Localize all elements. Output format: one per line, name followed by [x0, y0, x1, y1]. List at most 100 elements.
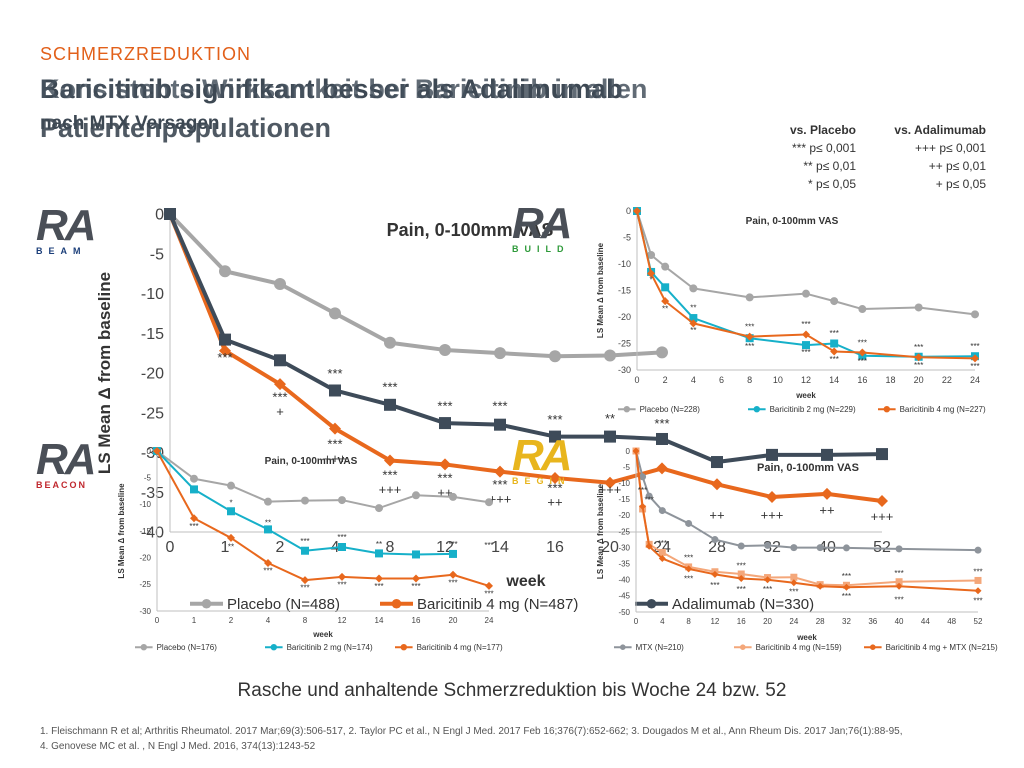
y-axis-label: LS Mean Δ from baseline	[95, 272, 114, 474]
data-point	[737, 570, 745, 578]
data-point	[412, 491, 420, 500]
data-point	[764, 576, 772, 584]
significance-marker: +++	[871, 509, 894, 524]
data-point	[685, 565, 693, 573]
x-tick-label: 1	[192, 616, 197, 625]
significance-marker: ***	[448, 578, 457, 587]
data-point	[745, 332, 754, 341]
reference-line: 4. Genovese MC et al. , N Engl J Med. 20…	[40, 741, 316, 752]
y-tick-label: -25	[618, 339, 631, 349]
data-point	[658, 548, 666, 556]
y-tick-label: -35	[141, 485, 164, 502]
x-tick-label: 24	[485, 616, 494, 625]
significance-marker: ***	[189, 522, 198, 531]
significance-marker: ***	[484, 541, 493, 550]
chart-begin: 0-5-10-15-20-25-30-35-40-45-500 4 8 12 16 20 2…	[596, 447, 998, 652]
x-tick-label: 14	[491, 539, 509, 556]
significance-placebo-head: vs. Placebo	[789, 123, 856, 137]
data-point	[876, 448, 888, 461]
significance-placebo-row: *** p≤ 0,001	[792, 141, 856, 155]
significance-marker: ***	[801, 320, 810, 329]
data-point	[329, 422, 341, 435]
x-tick-label: 16	[546, 539, 564, 556]
chart-beacon: 0-5-10-15-20-25-300 1 2 4 8 12 14 16 20 24weekLS …	[117, 447, 503, 652]
slide-title-overlay-b: Konsistente Wirksamkeit bei Baricitinib …	[40, 74, 648, 104]
logo-beacon-mark: RA	[36, 435, 97, 484]
significance-marker: ***	[894, 569, 903, 578]
data-point	[485, 581, 493, 590]
legend-swatch-marker	[140, 644, 147, 651]
y-tick-label: -45	[618, 592, 630, 601]
data-point	[227, 533, 235, 542]
data-point	[338, 543, 346, 551]
data-point	[439, 417, 451, 430]
legend-swatch-marker	[620, 644, 626, 650]
significance-marker: ***	[914, 343, 923, 352]
significance-placebo-row: ** p≤ 0,01	[803, 159, 856, 173]
significance-marker: ++	[819, 503, 834, 518]
legend-entry: MTX (N=210)	[636, 643, 685, 652]
significance-marker: ***	[745, 323, 754, 332]
significance-marker: **	[605, 411, 615, 426]
significance-marker: +	[276, 404, 284, 419]
slide-subtitle-overlay-b: Patientenpopulationen	[40, 113, 332, 143]
data-point	[895, 578, 903, 586]
significance-marker: ***	[492, 398, 507, 413]
significance-marker: ***	[300, 584, 309, 593]
significance-marker: ***	[763, 585, 772, 594]
data-point	[449, 549, 457, 558]
slide-title-overlay-a: Baricitinib signifikant besser als Adali…	[40, 74, 623, 104]
data-point	[745, 293, 754, 302]
x-axis-label: week	[795, 391, 816, 400]
x-tick-label: 12	[338, 616, 347, 625]
x-tick-label: 28	[708, 539, 726, 556]
data-point	[494, 347, 506, 360]
y-tick-label: -15	[141, 326, 164, 343]
significance-marker: **	[690, 304, 696, 313]
data-point	[858, 305, 867, 314]
x-tick-label: 8	[386, 539, 395, 556]
y-axis-label: LS Mean Δ from baseline	[596, 483, 605, 579]
significance-marker: ***	[858, 357, 867, 366]
significance-marker: ***	[337, 581, 346, 590]
y-tick-label: -15	[618, 286, 631, 296]
data-point	[639, 502, 647, 510]
x-tick-label: 28	[816, 617, 825, 626]
x-tick-label: 36	[868, 617, 877, 626]
x-tick-label: 12	[710, 617, 719, 626]
data-point	[549, 471, 561, 484]
data-point	[656, 462, 668, 475]
data-point	[661, 283, 670, 292]
data-point	[219, 344, 231, 357]
chart-build: 0-5-10-15-20-25-300 2 4 6 8 10 12 14 16 18 20 22 24w…	[596, 206, 986, 414]
data-point	[219, 265, 231, 278]
data-point	[375, 549, 383, 558]
data-point	[485, 498, 493, 507]
legend-entry: Baricitinib 2 mg (N=229)	[770, 405, 856, 414]
data-point	[384, 454, 396, 467]
data-point	[639, 473, 647, 481]
x-tick-label: 8	[303, 616, 308, 625]
data-point	[301, 576, 309, 585]
y-tick-label: -15	[139, 527, 151, 536]
significance-marker: **	[265, 519, 271, 528]
data-point	[449, 492, 457, 501]
x-tick-label: 8	[747, 375, 752, 385]
chart-title: Pain, 0-100mm VAS	[265, 456, 358, 467]
data-point	[274, 354, 286, 367]
data-point	[974, 576, 982, 584]
chart-title: Pain, 0-100mm VAS	[746, 216, 839, 227]
y-tick-label: -5	[623, 233, 631, 243]
significance-marker: ***	[382, 379, 397, 394]
data-point	[802, 330, 810, 339]
y-tick-label: -40	[618, 576, 630, 585]
data-point	[604, 349, 616, 362]
significance-marker: +++	[379, 482, 402, 497]
data-point	[219, 333, 231, 346]
data-point	[689, 314, 698, 323]
data-point	[647, 250, 656, 259]
y-tick-label: -20	[618, 511, 630, 520]
x-tick-label: 52	[974, 617, 983, 626]
legend-entry: Baricitinib 4 mg (N=177)	[417, 643, 503, 652]
data-point	[974, 587, 982, 595]
